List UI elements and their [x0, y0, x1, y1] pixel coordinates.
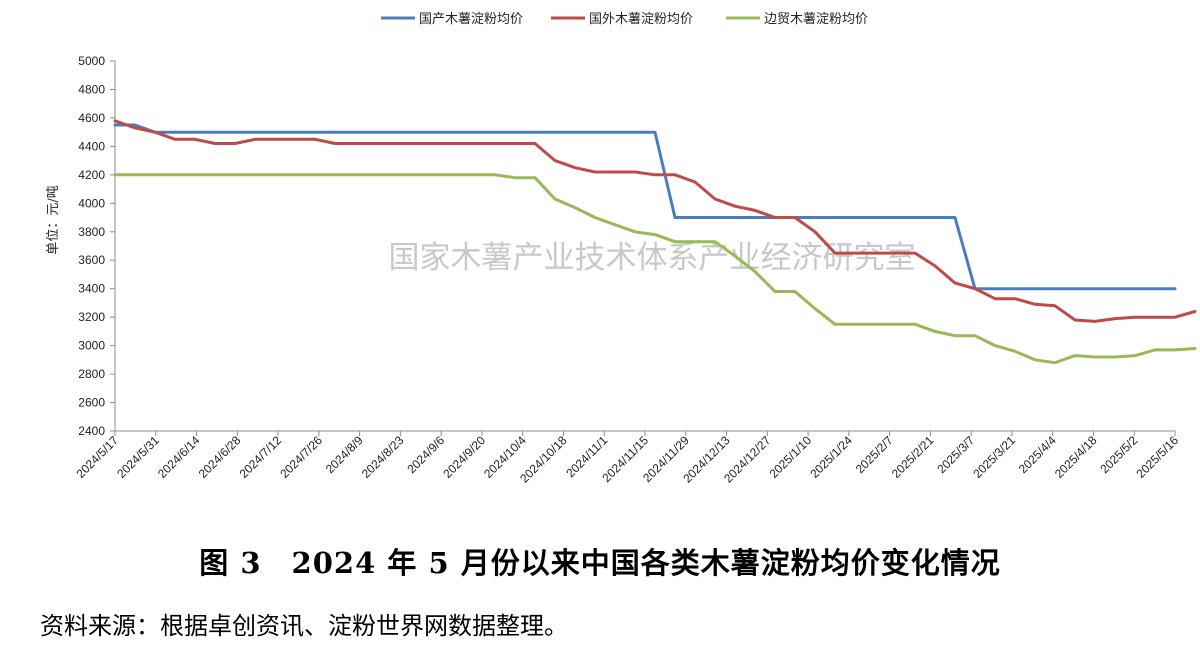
series-line-3: [113, 173, 1197, 365]
x-tick-label: 2024/7/26: [277, 433, 325, 481]
x-tick-label: 2025/3/21: [970, 433, 1018, 481]
x-tick-label: 2024/6/28: [196, 433, 244, 481]
figure-caption: 图 3 2024 年 5 月份以来中国各类木薯淀粉均价变化情况: [199, 546, 1001, 580]
x-tick-label: 2025/5/16: [1133, 433, 1181, 481]
y-axis: 2400 2600 2800 3000 3200 3400 3600 3800 4000 4200…: [78, 54, 116, 438]
y-tick-label: 4600: [78, 111, 105, 125]
y-tick-label: 4000: [78, 196, 105, 210]
x-tick-label: 2024/8/23: [359, 433, 407, 481]
x-tick-label: 2025/1/24: [807, 433, 855, 481]
source-note: 资料来源：根据卓创资讯、淀粉世界网数据整理。: [40, 612, 568, 640]
series-layer: [113, 119, 1197, 365]
y-tick-label: 3400: [78, 282, 105, 296]
y-tick-label: 3600: [78, 253, 105, 267]
legend-label-3: 边贸木薯淀粉均价: [764, 12, 868, 27]
x-tick-label: 2025/2/21: [889, 433, 937, 481]
legend-label-2: 国外木薯淀粉均价: [589, 12, 693, 27]
x-tick-label: 2025/1/10: [767, 433, 815, 481]
y-tick-label: 3200: [78, 310, 105, 324]
y-tick-label: 4800: [78, 82, 105, 96]
legend-label-1: 国产木薯淀粉均价: [419, 12, 523, 27]
series-line-2: [113, 119, 1197, 323]
line-chart: 国产木薯淀粉均价 国外木薯淀粉均价 边贸木薯淀粉均价 2400 2600 2800 300…: [46, 12, 1197, 486]
y-tick-label: 2600: [78, 396, 105, 410]
x-tick-label: 2024/9/20: [440, 433, 488, 481]
y-tick-label: 3000: [78, 339, 105, 353]
y-tick-label: 2800: [78, 367, 105, 381]
legend: 国产木薯淀粉均价 国外木薯淀粉均价 边贸木薯淀粉均价: [381, 12, 868, 27]
y-tick-label: 4400: [78, 139, 105, 153]
y-tick-label: 5000: [78, 54, 105, 68]
x-axis: 2024/5/172024/5/312024/6/142024/6/282024…: [73, 430, 1181, 486]
y-tick-label: 3800: [78, 225, 105, 239]
y-tick-label: 2400: [78, 424, 105, 438]
series-line-1: [113, 123, 1177, 291]
x-tick-label: 2024/6/14: [155, 433, 203, 481]
x-tick-label: 2024/7/12: [237, 433, 285, 481]
x-tick-label: 2025/4/18: [1052, 433, 1100, 481]
x-tick-label: 2024/5/31: [114, 433, 162, 481]
y-tick-label: 4200: [78, 168, 105, 182]
x-tick-label: 2024/5/17: [73, 433, 121, 481]
y-axis-label: 单位：元/吨: [46, 185, 61, 254]
watermark: 国家木薯产业技术体系产业经济研究室: [389, 240, 916, 276]
